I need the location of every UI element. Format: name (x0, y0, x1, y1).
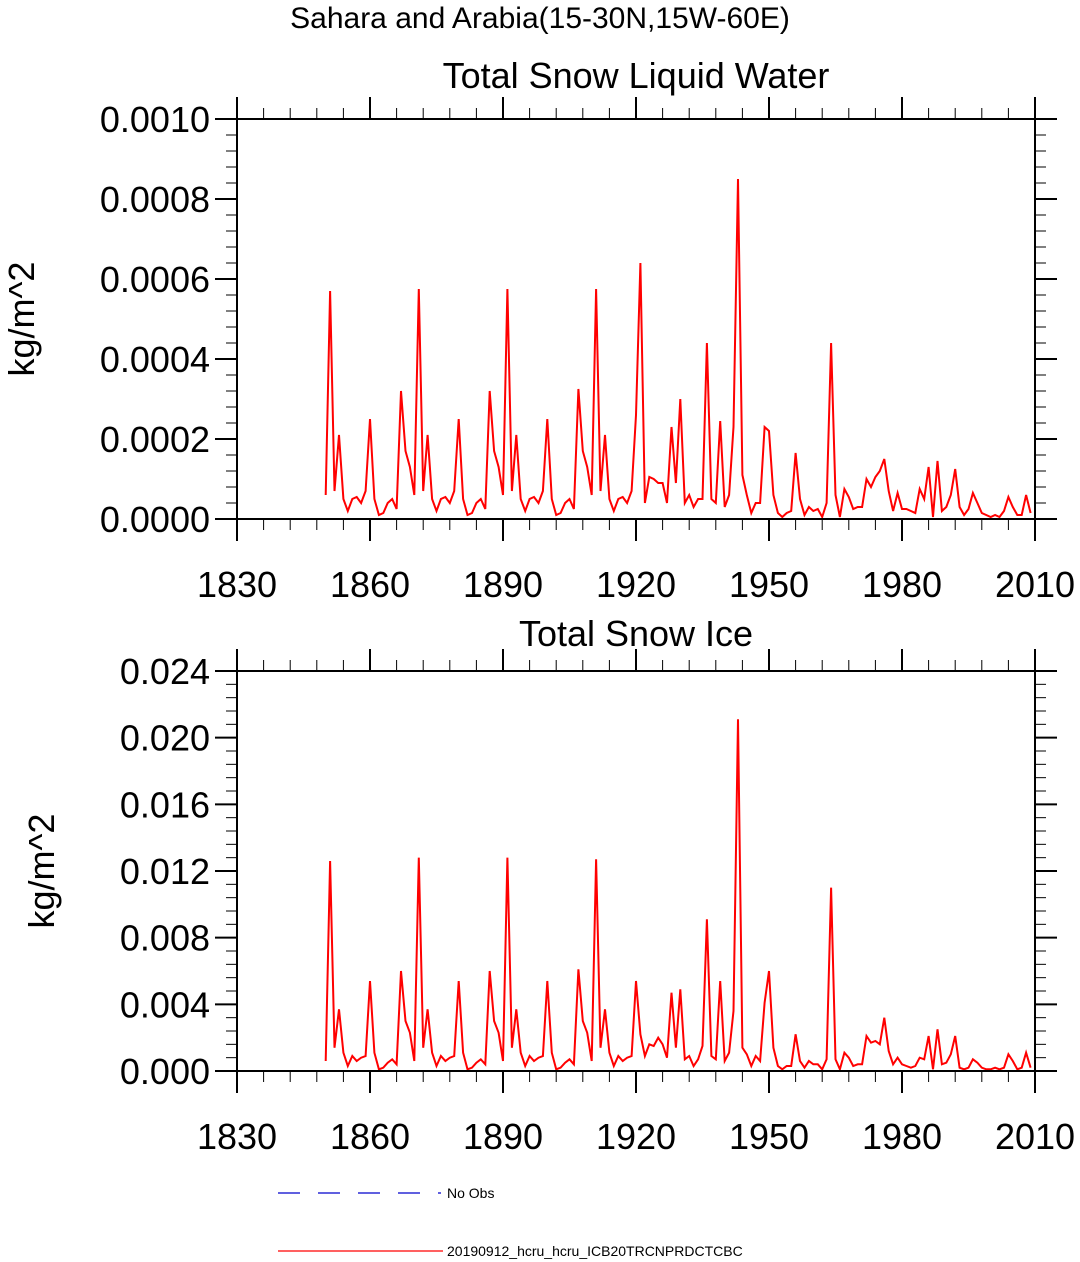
y-tick-label: 0.024 (120, 651, 210, 692)
chart-snow-ice: Total Snow Ice kg/m^2 1830 1860 1890 1920 19… (21, 613, 1075, 1157)
series-line (324, 719, 1032, 1073)
x-tick-label: 1950 (729, 1116, 809, 1157)
y-axis-label: kg/m^2 (1, 262, 42, 377)
x-tick-label: 1860 (330, 564, 410, 605)
axes: 1830 1860 1890 1920 1950 1980 2010 0.000 0.004 0.… (120, 649, 1075, 1157)
x-tick-label: 1950 (729, 564, 809, 605)
plot-frame (236, 670, 1036, 1072)
x-tick-label: 1830 (197, 1116, 277, 1157)
figure-title: Sahara and Arabia(15-30N,15W-60E) (290, 2, 790, 35)
legend-label: 20190912_hcru_hcru_ICB20TRCNPRDCTCBC (447, 1243, 743, 1259)
x-tick-label: 1890 (463, 1116, 543, 1157)
legend: No Obs 20190912_hcru_hcru_ICB20TRCNPRDCT… (278, 1185, 743, 1259)
legend-item-model: 20190912_hcru_hcru_ICB20TRCNPRDCTCBC (278, 1243, 743, 1259)
x-tick-label: 1980 (862, 1116, 942, 1157)
y-tick-label: 0.0006 (100, 259, 210, 300)
x-tick-label: 1860 (330, 1116, 410, 1157)
y-tick-label: 0.016 (120, 784, 210, 825)
y-tick-label: 0.0002 (100, 419, 210, 460)
series-line (324, 178, 1032, 520)
series-lines (324, 719, 1032, 1073)
y-tick-label: 0.000 (120, 1051, 210, 1092)
y-tick-label: 0.008 (120, 918, 210, 959)
series-lines (324, 178, 1032, 520)
legend-label: No Obs (447, 1185, 494, 1201)
legend-item-no-obs: No Obs (278, 1185, 494, 1201)
chart-title: Total Snow Ice (519, 613, 753, 654)
x-tick-label: 1980 (862, 564, 942, 605)
y-tick-label: 0.020 (120, 718, 210, 759)
axes: 1830 1860 1890 1920 1950 1980 2010 0.0000 0.0002… (100, 97, 1075, 605)
x-tick-label: 1830 (197, 564, 277, 605)
chart-liquid-water: Total Snow Liquid Water kg/m^2 1830 1860 1… (1, 55, 1075, 605)
y-tick-label: 0.0004 (100, 339, 210, 380)
y-tick-label: 0.0010 (100, 99, 210, 140)
x-tick-label: 2010 (995, 1116, 1075, 1157)
y-tick-label: 0.0008 (100, 179, 210, 220)
y-axis-label: kg/m^2 (21, 814, 62, 929)
y-tick-label: 0.0000 (100, 499, 210, 540)
x-tick-label: 2010 (995, 564, 1075, 605)
chart-title: Total Snow Liquid Water (443, 55, 830, 96)
plot-frame (236, 118, 1036, 520)
x-tick-label: 1920 (596, 1116, 676, 1157)
y-tick-label: 0.004 (120, 984, 210, 1025)
x-tick-label: 1920 (596, 564, 676, 605)
y-tick-label: 0.012 (120, 851, 210, 892)
x-tick-label: 1890 (463, 564, 543, 605)
